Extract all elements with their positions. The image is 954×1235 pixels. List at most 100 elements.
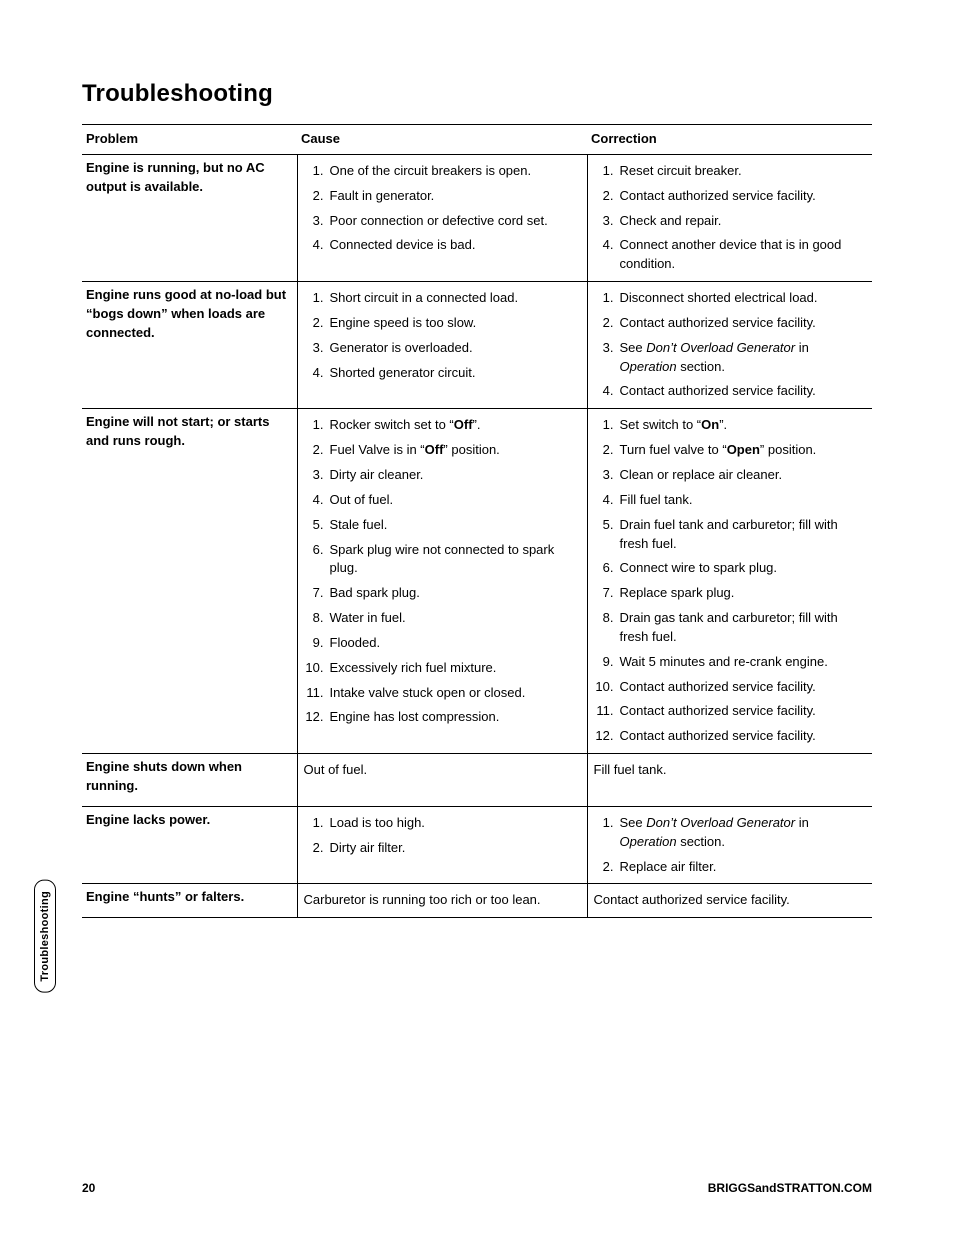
list-item: 2. Dirty air filter.: [302, 836, 581, 861]
list-item: 4. Shorted generator circuit.: [302, 361, 581, 386]
item-text: Wait 5 minutes and re-crank engine.: [620, 653, 867, 672]
item-text: Contact authorized service facility.: [620, 678, 867, 697]
item-text: Connected device is bad.: [330, 236, 581, 255]
item-number: 11.: [592, 702, 620, 721]
col-header-correction: Correction: [587, 125, 872, 155]
item-text: Poor connection or defective cord set.: [330, 212, 581, 231]
list-item: 3. See Don’t Overload Generator in Opera…: [592, 336, 867, 380]
list-item: 2. Engine speed is too slow.: [302, 311, 581, 336]
list-item: 1. Set switch to “On”.: [592, 413, 867, 438]
item-number: 2.: [302, 441, 330, 460]
cause-cell: Carburetor is running too rich or too le…: [297, 884, 587, 918]
item-text: Set switch to “On”.: [620, 416, 867, 435]
list-item: 1. Rocker switch set to “Off”.: [302, 413, 581, 438]
item-text: Connect another device that is in good c…: [620, 236, 867, 274]
item-text: Shorted generator circuit.: [330, 364, 581, 383]
list-item: 6. Spark plug wire not connected to spar…: [302, 538, 581, 582]
list-item: 8. Drain gas tank and carburetor; fill w…: [592, 606, 867, 650]
item-text: Contact authorized service facility.: [620, 314, 867, 333]
item-text: Dirty air cleaner.: [330, 466, 581, 485]
item-text: Intake valve stuck open or closed.: [330, 684, 581, 703]
table-row: Engine runs good at no-load but “bogs do…: [82, 282, 872, 409]
list-item: 6. Connect wire to spark plug.: [592, 556, 867, 581]
side-tab-troubleshooting: Troubleshooting: [34, 880, 56, 993]
item-number: 3.: [592, 212, 620, 231]
item-text: Generator is overloaded.: [330, 339, 581, 358]
list-item: 3. Generator is overloaded.: [302, 336, 581, 361]
list-item: 3. Clean or replace air cleaner.: [592, 463, 867, 488]
col-header-problem: Problem: [82, 125, 297, 155]
list-item: 3. Poor connection or defective cord set…: [302, 209, 581, 234]
item-text: Turn fuel valve to “Open” position.: [620, 441, 867, 460]
item-text: Flooded.: [330, 634, 581, 653]
cause-cell: 1. One of the circuit breakers is open. …: [297, 154, 587, 281]
item-number: 1.: [302, 416, 330, 435]
item-text: Replace spark plug.: [620, 584, 867, 603]
item-text: Check and repair.: [620, 212, 867, 231]
item-text: See Don’t Overload Generator in Operatio…: [620, 814, 867, 852]
item-text: Contact authorized service facility.: [620, 727, 867, 746]
list-item: 4. Connected device is bad.: [302, 233, 581, 258]
correction-cell: Contact authorized service facility.: [587, 884, 872, 918]
item-number: 3.: [302, 339, 330, 358]
item-text: Engine speed is too slow.: [330, 314, 581, 333]
item-number: 4.: [302, 364, 330, 383]
item-number: 4.: [592, 382, 620, 401]
item-text: Replace air filter.: [620, 858, 867, 877]
item-number: 7.: [302, 584, 330, 603]
item-number: 5.: [592, 516, 620, 554]
item-number: 5.: [302, 516, 330, 535]
list-item: 10. Excessively rich fuel mixture.: [302, 656, 581, 681]
item-text: Dirty air filter.: [330, 839, 581, 858]
item-number: 2.: [592, 441, 620, 460]
item-text: Engine has lost compression.: [330, 708, 581, 727]
list-item: 2. Contact authorized service facility.: [592, 184, 867, 209]
list-item: 9. Wait 5 minutes and re-crank engine.: [592, 650, 867, 675]
table-row: Engine “hunts” or falters. Carburetor is…: [82, 884, 872, 918]
problem-cell: Engine lacks power.: [82, 806, 297, 884]
list-item: 11. Intake valve stuck open or closed.: [302, 681, 581, 706]
item-number: 1.: [592, 289, 620, 308]
list-item: 2. Replace air filter.: [592, 855, 867, 880]
cause-text: Carburetor is running too rich or too le…: [302, 888, 581, 913]
item-text: Disconnect shorted electrical load.: [620, 289, 867, 308]
item-text: Contact authorized service facility.: [620, 382, 867, 401]
table-row: Engine shuts down when running. Out of f…: [82, 754, 872, 807]
col-header-cause: Cause: [297, 125, 587, 155]
footer-site: BRIGGSandSTRATTON.COM: [708, 1181, 872, 1195]
problem-cell: Engine is running, but no AC output is a…: [82, 154, 297, 281]
item-number: 3.: [592, 339, 620, 377]
list-item: 1. Short circuit in a connected load.: [302, 286, 581, 311]
troubleshooting-table: Problem Cause Correction Engine is runni…: [82, 124, 872, 918]
item-number: 3.: [302, 466, 330, 485]
item-number: 1.: [302, 814, 330, 833]
cause-cell: Out of fuel.: [297, 754, 587, 807]
list-item: 3. Dirty air cleaner.: [302, 463, 581, 488]
item-number: 2.: [302, 187, 330, 206]
item-number: 4.: [592, 491, 620, 510]
correction-text: Fill fuel tank.: [592, 758, 867, 802]
item-number: 7.: [592, 584, 620, 603]
correction-cell: 1. Reset circuit breaker. 2. Contact aut…: [587, 154, 872, 281]
item-text: Out of fuel.: [330, 491, 581, 510]
item-number: 2.: [302, 839, 330, 858]
item-number: 8.: [592, 609, 620, 647]
item-text: Load is too high.: [330, 814, 581, 833]
item-number: 9.: [302, 634, 330, 653]
problem-cell: Engine shuts down when running.: [82, 754, 297, 807]
item-number: 2.: [592, 858, 620, 877]
correction-cell: 1. Set switch to “On”. 2. Turn fuel valv…: [587, 409, 872, 754]
list-item: 4. Fill fuel tank.: [592, 488, 867, 513]
item-number: 12.: [302, 708, 330, 727]
list-item: 5. Stale fuel.: [302, 513, 581, 538]
item-number: 4.: [592, 236, 620, 274]
item-text: Fault in generator.: [330, 187, 581, 206]
item-number: 2.: [592, 314, 620, 333]
table-row: Engine will not start; or starts and run…: [82, 409, 872, 754]
problem-cell: Engine runs good at no-load but “bogs do…: [82, 282, 297, 409]
list-item: 11. Contact authorized service facility.: [592, 699, 867, 724]
list-item: 12. Contact authorized service facility.: [592, 724, 867, 749]
item-number: 1.: [302, 162, 330, 181]
item-number: 2.: [302, 314, 330, 333]
list-item: 4. Contact authorized service facility.: [592, 379, 867, 404]
